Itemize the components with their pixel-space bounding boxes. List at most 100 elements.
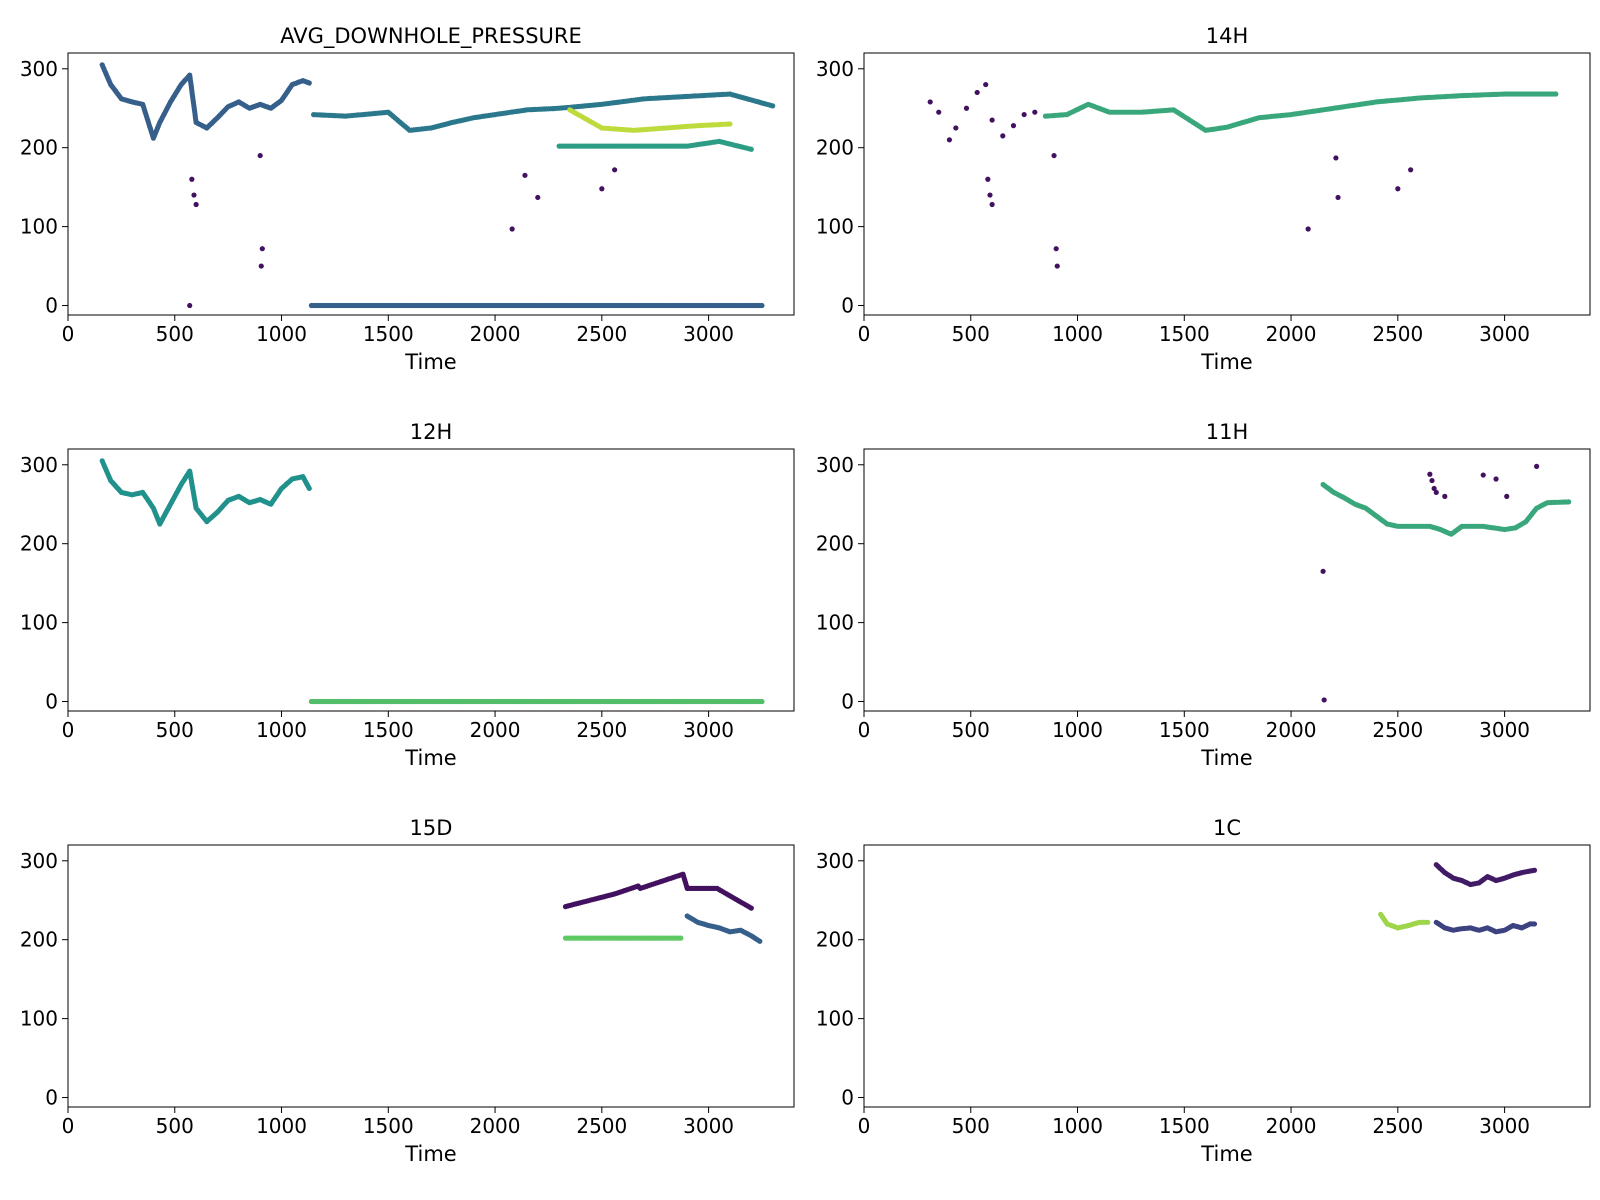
data-point: [748, 146, 754, 152]
axes-frame: [863, 448, 1591, 712]
y-tick-label: 300: [816, 849, 854, 873]
panel-title: 15D: [410, 816, 453, 840]
x-tick-label: 3000: [1479, 322, 1530, 346]
data-point: [770, 103, 776, 109]
data-point: [187, 302, 193, 309]
x-tick-label: 2000: [470, 718, 521, 742]
data-point: [927, 99, 933, 105]
data-point: [1021, 111, 1027, 118]
x-tick-label: 2500: [1372, 718, 1423, 742]
data-point: [983, 81, 989, 88]
data-point: [1408, 167, 1414, 173]
data-point: [963, 105, 970, 111]
y-tick-label: 0: [841, 690, 854, 714]
panel-title: 14H: [1206, 24, 1249, 48]
scatter-points: [99, 458, 765, 705]
panel-title: 11H: [1206, 420, 1249, 444]
scatter-points: [1320, 463, 1572, 703]
data-point: [1335, 194, 1341, 201]
y-tick-label: 100: [20, 1007, 58, 1031]
x-tick-label: 500: [952, 1114, 990, 1138]
data-point: [1427, 471, 1433, 477]
data-point: [1000, 133, 1006, 139]
data-point: [1493, 476, 1499, 482]
y-tick-label: 300: [816, 453, 854, 477]
y-tick-label: 300: [816, 57, 854, 81]
y-tick-label: 0: [45, 690, 58, 714]
data-point: [1531, 867, 1538, 873]
axes-frame: [67, 52, 795, 316]
x-tick-label: 3000: [683, 322, 734, 346]
y-tick-label: 100: [816, 611, 854, 635]
data-point: [678, 935, 684, 941]
data-point: [535, 194, 541, 201]
x-axis-label: Time: [404, 1142, 456, 1166]
x-axis-label: Time: [1200, 746, 1252, 770]
y-tick-label: 100: [20, 611, 58, 635]
scatter-points: [99, 62, 776, 309]
x-tick-label: 1500: [363, 1114, 414, 1138]
x-axis-label: Time: [404, 746, 456, 770]
panel-title: AVG_DOWNHOLE_PRESSURE: [280, 24, 582, 49]
data-point: [189, 176, 195, 182]
x-tick-label: 1000: [256, 1114, 307, 1138]
x-tick-label: 500: [952, 718, 990, 742]
data-point: [1429, 477, 1435, 484]
x-tick-label: 3000: [1479, 1114, 1530, 1138]
x-tick-label: 500: [952, 322, 990, 346]
x-axis-label: Time: [1200, 350, 1252, 374]
y-tick-label: 300: [20, 57, 58, 81]
x-tick-label: 2000: [470, 322, 521, 346]
data-point: [953, 125, 959, 131]
data-point: [974, 89, 980, 96]
data-point: [258, 263, 264, 269]
y-tick-label: 0: [45, 294, 58, 318]
data-point: [522, 172, 528, 178]
x-axis-label: Time: [404, 350, 456, 374]
x-tick-label: 2000: [1266, 322, 1317, 346]
x-tick-label: 2500: [1372, 322, 1423, 346]
x-tick-label: 1000: [256, 718, 307, 742]
data-point: [748, 905, 754, 911]
x-tick-label: 0: [858, 322, 871, 346]
y-tick-label: 100: [816, 215, 854, 239]
x-axis-label: Time: [1200, 1142, 1252, 1166]
data-point: [306, 80, 312, 86]
x-tick-label: 2000: [1266, 718, 1317, 742]
scatter-points: [927, 81, 1559, 269]
x-tick-label: 0: [858, 718, 871, 742]
x-tick-label: 3000: [1479, 718, 1530, 742]
data-point: [1032, 109, 1038, 115]
data-point: [1504, 493, 1510, 499]
data-point: [1442, 493, 1448, 499]
panel-15d: 15D 0 500 1000 1500 2000 2500 3000 0 100 200 300 Tim…: [20, 816, 795, 1166]
data-point: [946, 137, 953, 143]
data-point: [509, 226, 515, 232]
data-point: [1534, 463, 1540, 469]
data-point: [1305, 226, 1311, 232]
panel-11h: 11H 0 500 1000 1500 2000 2500 3000 0 100 200 300 Tim…: [816, 420, 1591, 770]
x-tick-label: 0: [858, 1114, 871, 1138]
x-tick-label: 1500: [363, 718, 414, 742]
data-point: [759, 698, 765, 705]
data-point: [1320, 568, 1326, 574]
y-tick-label: 0: [841, 1086, 854, 1110]
data-point: [1395, 186, 1401, 192]
data-point: [191, 192, 197, 198]
y-tick-label: 300: [20, 453, 58, 477]
scatter-points: [562, 871, 763, 944]
x-tick-label: 3000: [683, 718, 734, 742]
y-tick-label: 200: [816, 136, 854, 160]
panel-title: 1C: [1213, 816, 1241, 840]
y-tick-label: 100: [816, 1007, 854, 1031]
x-tick-label: 1000: [256, 322, 307, 346]
x-tick-label: 500: [156, 322, 194, 346]
data-point: [987, 192, 993, 198]
x-tick-label: 0: [62, 1114, 75, 1138]
y-tick-label: 200: [20, 532, 58, 556]
x-tick-label: 0: [62, 718, 75, 742]
data-point: [1566, 499, 1572, 505]
